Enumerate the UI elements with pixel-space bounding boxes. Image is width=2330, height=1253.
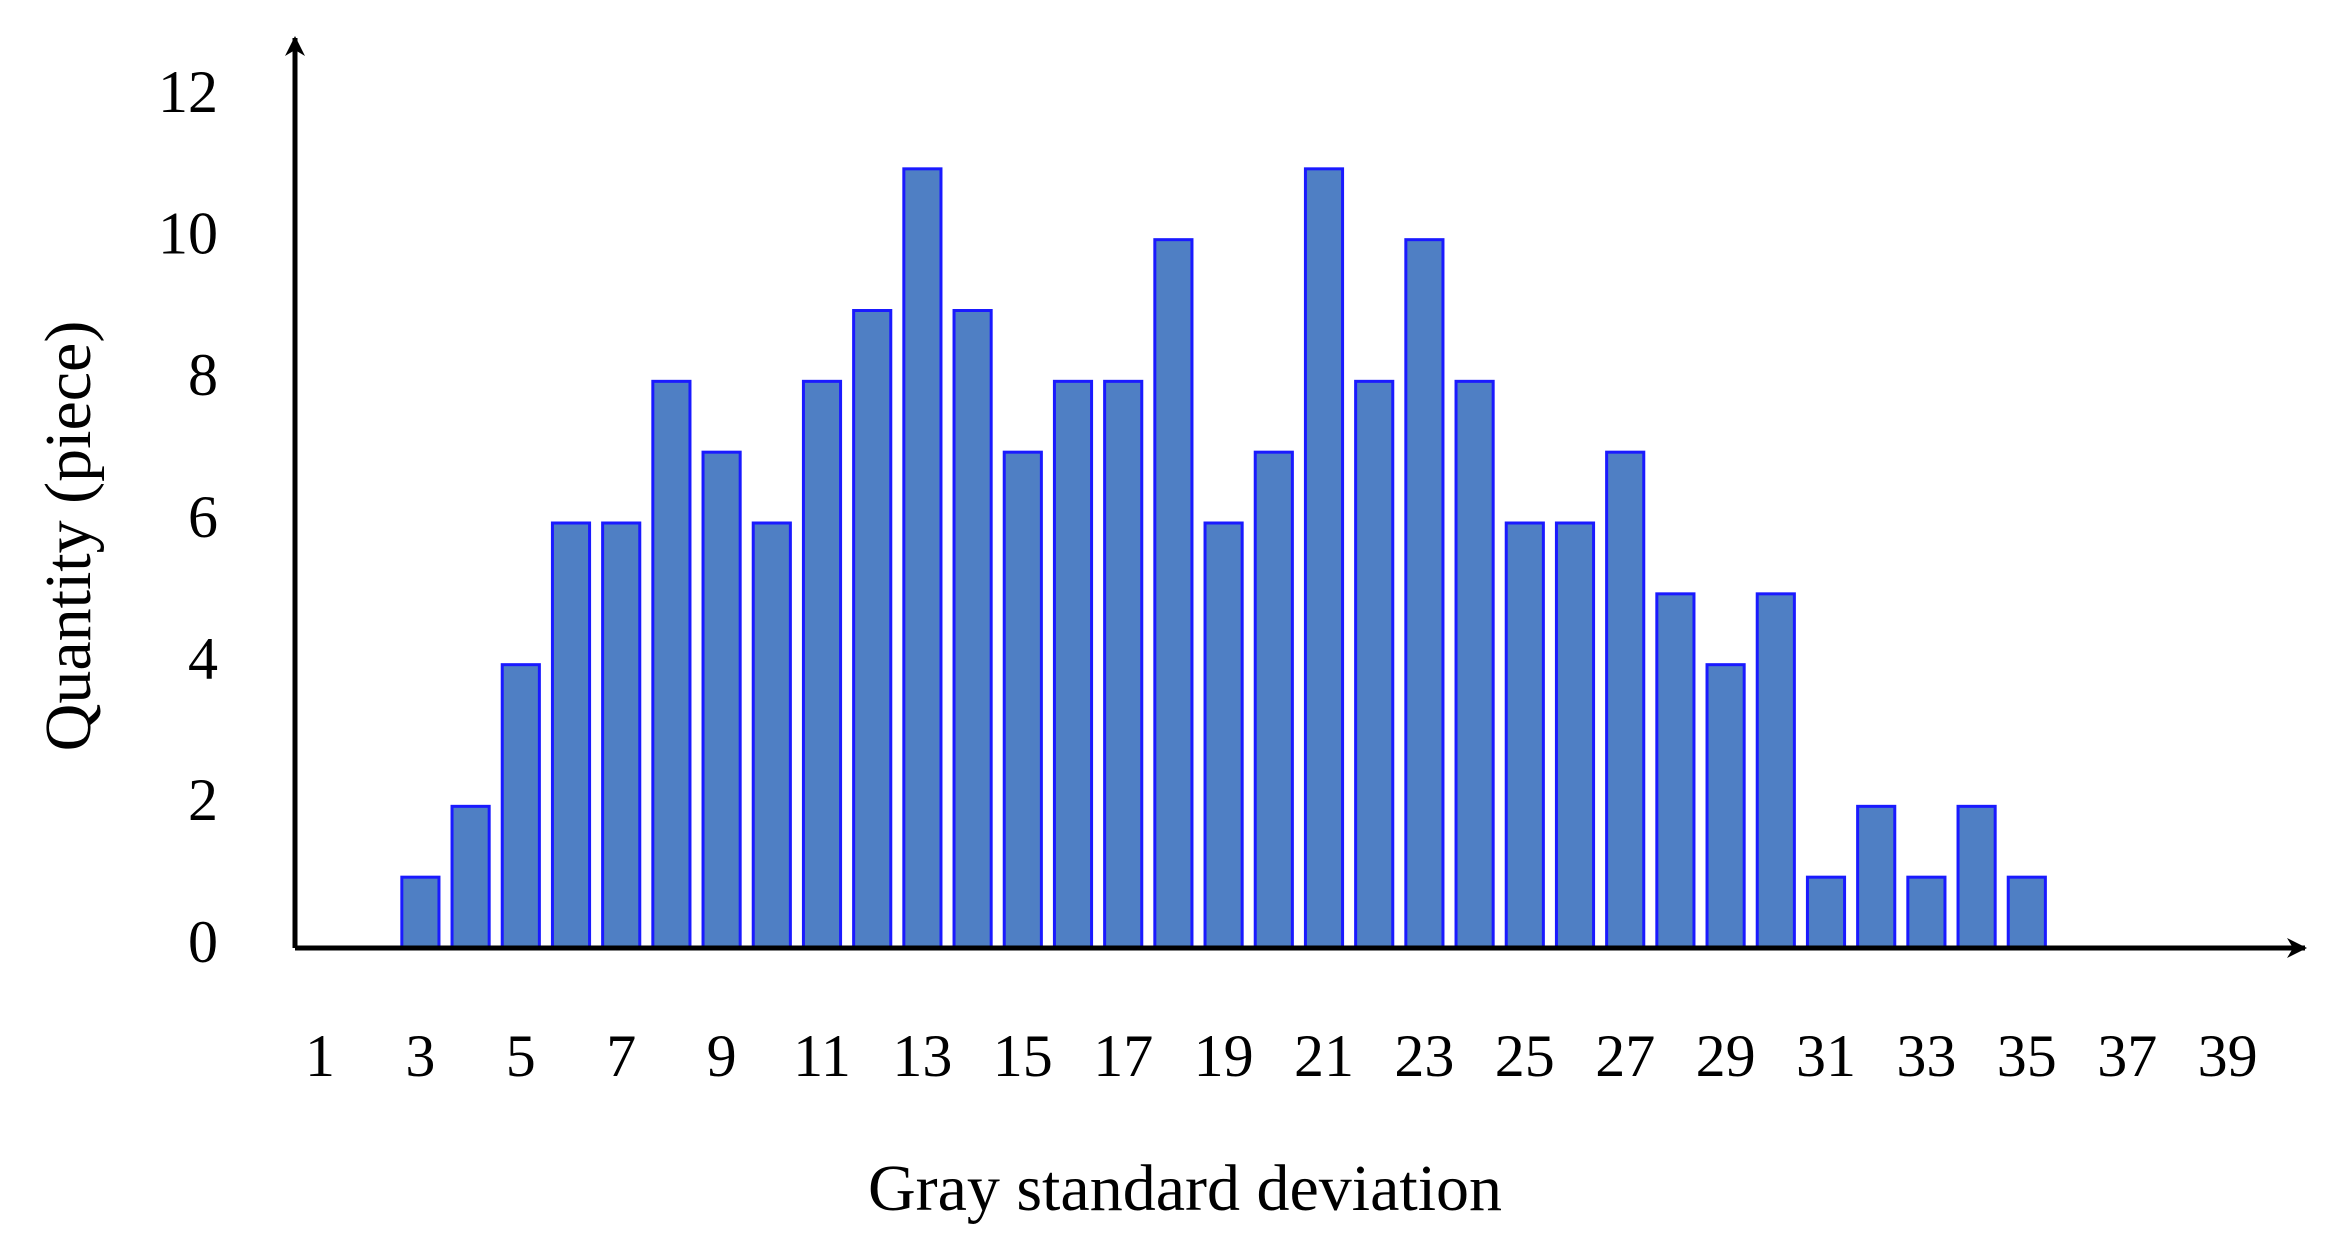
bars (400, 167, 2047, 950)
bar (601, 521, 642, 950)
bar (1454, 379, 1495, 950)
bar (1354, 379, 1395, 950)
x-tick-label: 29 (1696, 1023, 1756, 1089)
y-tick-label: 10 (158, 200, 218, 266)
bar (651, 379, 692, 950)
bar (1956, 804, 1997, 950)
bar (801, 379, 843, 950)
x-tick-label: 19 (1194, 1023, 1254, 1089)
bar (1153, 238, 1194, 950)
y-tick-label: 2 (188, 767, 218, 833)
bar (1805, 875, 1847, 950)
x-axis-title: Gray standard deviation (868, 1152, 1502, 1225)
bar (1605, 450, 1646, 950)
bar (852, 309, 893, 950)
bar (1404, 238, 1445, 950)
x-tick-label: 13 (892, 1023, 952, 1089)
x-tick-label: 15 (993, 1023, 1053, 1089)
bar (1554, 521, 1596, 950)
y-tick-label: 8 (188, 342, 218, 408)
bar (1705, 663, 1746, 950)
y-tick-label: 0 (188, 909, 218, 975)
x-tick-label: 21 (1294, 1023, 1354, 1089)
bar (1906, 875, 1947, 950)
x-tick-label: 11 (793, 1023, 851, 1089)
x-tick-label: 33 (1896, 1023, 1956, 1089)
bar (1655, 592, 1696, 950)
y-axis-title: Quantity (piece) (32, 321, 105, 752)
x-tick-label: 37 (2097, 1023, 2157, 1089)
bar (902, 167, 943, 950)
y-tick-label: 4 (188, 625, 218, 691)
bar (450, 804, 491, 950)
bar (400, 875, 441, 950)
x-tick-label: 27 (1595, 1023, 1655, 1089)
bar (1002, 450, 1043, 950)
x-tick-label: 17 (1093, 1023, 1153, 1089)
bar (1856, 804, 1897, 950)
bar (550, 521, 592, 950)
x-tick-label: 23 (1394, 1023, 1454, 1089)
bar (1052, 379, 1094, 950)
bar (500, 663, 541, 950)
bar (1203, 521, 1244, 950)
bar (751, 521, 792, 950)
x-tick-label: 35 (1997, 1023, 2057, 1089)
bar (952, 309, 993, 950)
x-tick-label: 1 (305, 1023, 335, 1089)
bar (2006, 875, 2047, 950)
bar (1253, 450, 1294, 950)
x-tick-label: 39 (2198, 1023, 2258, 1089)
y-tick-label: 6 (188, 484, 218, 550)
bar (1504, 521, 1545, 950)
bar (1303, 167, 1345, 950)
bar (1755, 592, 1796, 950)
x-tick-label: 31 (1796, 1023, 1856, 1089)
bar (701, 450, 742, 950)
x-tick-label: 9 (707, 1023, 737, 1089)
x-tick-label: 3 (405, 1023, 435, 1089)
bar (1103, 379, 1144, 950)
x-tick-label: 5 (506, 1023, 536, 1089)
y-tick-label: 12 (158, 59, 218, 125)
x-tick-label: 25 (1495, 1023, 1555, 1089)
x-tick-label: 7 (606, 1023, 636, 1089)
